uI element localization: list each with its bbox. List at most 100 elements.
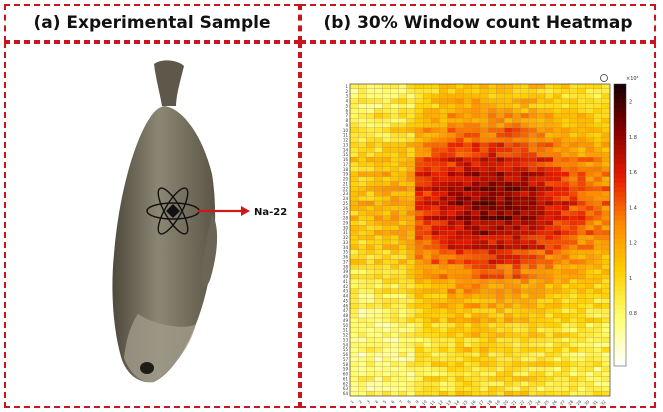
heatmap-cell xyxy=(439,342,448,348)
heatmap-cell xyxy=(382,166,391,172)
heatmap-cell xyxy=(577,161,586,167)
heatmap-cell xyxy=(463,259,472,265)
row-tick-label: 57 xyxy=(343,357,349,362)
heatmap-cell xyxy=(349,347,359,353)
heatmap-cell xyxy=(382,293,391,299)
heatmap-cell xyxy=(569,376,578,382)
heatmap-cell xyxy=(553,249,562,255)
heatmap-cell xyxy=(349,366,359,372)
heatmap-cell xyxy=(439,288,448,294)
heatmap-cell xyxy=(553,332,562,338)
heatmap-cell xyxy=(398,356,407,362)
heatmap-cell xyxy=(561,391,570,397)
heatmap-cell xyxy=(349,264,359,270)
col-tick-label: 18 xyxy=(486,399,493,406)
zoom-icon[interactable] xyxy=(600,74,608,82)
heatmap-cell xyxy=(553,244,562,250)
heatmap-cell xyxy=(536,386,546,392)
heatmap-cell xyxy=(488,181,497,187)
heatmap-cell xyxy=(496,210,505,216)
heatmap-cell xyxy=(463,176,472,182)
heatmap-cell xyxy=(349,356,359,362)
heatmap-cell xyxy=(374,181,383,187)
heatmap-cell xyxy=(390,161,399,167)
heatmap-cell xyxy=(431,205,440,211)
heatmap-cell xyxy=(447,308,456,314)
heatmap-cell xyxy=(414,210,424,216)
heatmap-cell xyxy=(601,288,611,294)
heatmap-cell xyxy=(366,88,375,94)
heatmap-cell xyxy=(512,293,521,299)
heatmap-cell xyxy=(349,342,359,348)
heatmap-cell xyxy=(390,98,399,104)
col-tick-label: 19 xyxy=(494,399,501,406)
row-tick-label: 15 xyxy=(343,152,349,157)
heatmap-cell xyxy=(601,322,611,328)
heatmap-cell xyxy=(349,176,359,182)
colorbar-segment xyxy=(614,239,626,245)
heatmap-cell xyxy=(585,83,594,89)
heatmap-cell xyxy=(358,127,367,133)
heatmap-cell xyxy=(406,137,416,143)
heatmap-cell xyxy=(512,127,521,133)
heatmap-cell xyxy=(390,118,399,124)
heatmap-cell xyxy=(561,205,570,211)
heatmap-cell xyxy=(390,322,399,328)
heatmap-cell xyxy=(463,137,472,143)
heatmap-cell xyxy=(406,381,416,387)
heatmap-cell xyxy=(398,376,407,382)
heatmap-cell xyxy=(585,361,594,367)
heatmap-cell xyxy=(374,366,383,372)
heatmap-cell xyxy=(496,391,505,397)
heatmap-cell xyxy=(479,356,489,362)
heatmap-cell xyxy=(569,83,578,89)
heatmap-cell xyxy=(414,113,424,119)
heatmap-cell xyxy=(406,210,416,216)
heatmap-cell xyxy=(488,278,497,284)
heatmap-cell xyxy=(374,118,383,124)
heatmap-cell xyxy=(455,327,464,333)
heatmap-cell xyxy=(544,361,554,367)
heatmap-cell xyxy=(414,391,424,397)
heatmap-cell xyxy=(423,108,432,114)
heatmap-cell xyxy=(455,137,464,143)
heatmap-cell xyxy=(553,342,562,348)
heatmap-cell xyxy=(577,181,586,187)
heatmap-cell xyxy=(520,88,529,94)
heatmap-cell xyxy=(463,127,472,133)
heatmap-cell xyxy=(496,274,505,280)
heatmap-cell xyxy=(528,83,537,89)
heatmap-cell xyxy=(366,157,375,163)
heatmap-cell xyxy=(471,171,481,177)
heatmap-cell xyxy=(520,264,529,270)
heatmap-cell xyxy=(358,317,367,323)
heatmap-cell xyxy=(463,381,472,387)
heatmap-cell xyxy=(585,225,594,231)
heatmap-cell xyxy=(366,381,375,387)
heatmap-cell xyxy=(536,83,546,89)
heatmap-cell xyxy=(455,274,464,280)
heatmap-cell xyxy=(382,288,391,294)
heatmap-cell xyxy=(593,254,602,260)
heatmap-cell xyxy=(577,371,586,377)
heatmap-cell xyxy=(561,196,570,202)
heatmap-cell xyxy=(455,264,464,270)
heatmap-cell xyxy=(553,171,562,177)
heatmap-cell xyxy=(585,166,594,172)
heatmap-cell xyxy=(593,313,602,319)
heatmap-cell xyxy=(553,132,562,138)
heatmap-cell xyxy=(544,122,554,128)
heatmap-cell xyxy=(553,98,562,104)
heatmap-cell xyxy=(455,152,464,158)
row-tick-label: 34 xyxy=(343,245,349,250)
heatmap-cell xyxy=(601,342,611,348)
heatmap-cell xyxy=(496,308,505,314)
heatmap-cell xyxy=(349,166,359,172)
heatmap-cell xyxy=(479,88,489,94)
heatmap-cell xyxy=(479,391,489,397)
heatmap-cell xyxy=(439,244,448,250)
heatmap-cell xyxy=(569,254,578,260)
heatmap-cell xyxy=(593,147,602,153)
heatmap-cell xyxy=(366,176,375,182)
heatmap-cell xyxy=(414,366,424,372)
